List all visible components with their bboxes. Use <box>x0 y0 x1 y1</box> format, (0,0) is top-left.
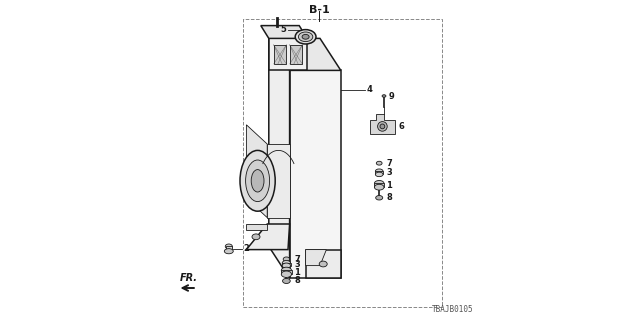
Bar <box>282 270 292 274</box>
Ellipse shape <box>374 180 384 186</box>
Ellipse shape <box>283 257 289 261</box>
Polygon shape <box>306 250 326 266</box>
Ellipse shape <box>295 30 316 44</box>
Polygon shape <box>246 224 268 230</box>
Ellipse shape <box>252 234 260 240</box>
Polygon shape <box>261 26 307 38</box>
Ellipse shape <box>376 161 382 165</box>
Polygon shape <box>269 38 307 70</box>
Text: 3: 3 <box>294 260 300 269</box>
Text: 6: 6 <box>398 122 404 131</box>
Ellipse shape <box>282 263 291 268</box>
Text: FR.: FR. <box>180 273 198 283</box>
Polygon shape <box>269 38 340 70</box>
Bar <box>375 171 383 174</box>
Text: 7: 7 <box>294 255 300 264</box>
Ellipse shape <box>302 35 309 39</box>
Ellipse shape <box>283 278 290 284</box>
Ellipse shape <box>378 122 387 131</box>
Ellipse shape <box>282 267 292 274</box>
Ellipse shape <box>382 95 386 97</box>
Ellipse shape <box>376 196 383 200</box>
Polygon shape <box>370 114 396 134</box>
Ellipse shape <box>246 160 269 202</box>
Ellipse shape <box>282 271 292 277</box>
Text: B-1: B-1 <box>309 4 330 15</box>
Ellipse shape <box>298 32 313 42</box>
Polygon shape <box>269 38 290 278</box>
Polygon shape <box>290 70 340 278</box>
Bar <box>226 246 232 251</box>
Ellipse shape <box>282 260 291 266</box>
Ellipse shape <box>374 184 384 190</box>
Ellipse shape <box>380 124 385 129</box>
Ellipse shape <box>319 261 327 267</box>
Text: 9: 9 <box>388 92 394 100</box>
Text: 8: 8 <box>294 276 300 285</box>
Ellipse shape <box>375 169 383 173</box>
Ellipse shape <box>252 170 264 192</box>
Polygon shape <box>268 144 290 218</box>
Polygon shape <box>306 250 340 278</box>
Ellipse shape <box>225 244 232 249</box>
Polygon shape <box>290 45 302 64</box>
Polygon shape <box>274 45 287 64</box>
Polygon shape <box>246 125 268 218</box>
Text: 1: 1 <box>387 181 392 190</box>
Text: 5: 5 <box>280 25 287 34</box>
Ellipse shape <box>375 172 383 177</box>
Bar <box>282 263 291 266</box>
Text: 4: 4 <box>366 85 372 94</box>
Ellipse shape <box>240 150 275 211</box>
Ellipse shape <box>225 249 234 254</box>
Polygon shape <box>246 224 290 250</box>
Bar <box>374 183 384 187</box>
Text: TBAJB0105: TBAJB0105 <box>432 305 474 314</box>
Text: 1: 1 <box>294 268 300 277</box>
Text: 3: 3 <box>387 168 392 177</box>
Text: 2: 2 <box>243 244 249 253</box>
Text: 7: 7 <box>387 159 392 168</box>
Text: 8: 8 <box>387 193 392 202</box>
